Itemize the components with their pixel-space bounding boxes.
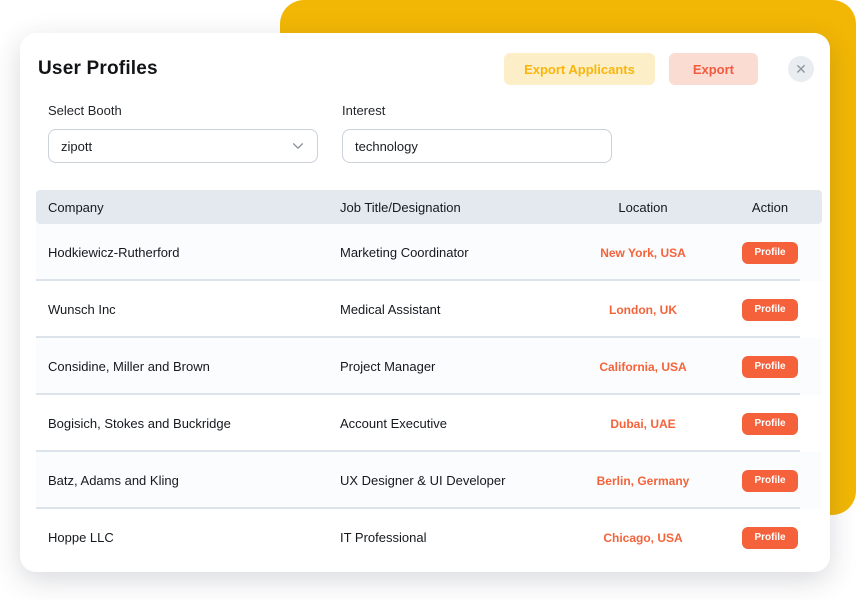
job-title-cell: UX Designer & UI Developer <box>340 473 506 488</box>
profile-button[interactable]: Profile <box>742 526 798 549</box>
location-cell: Chicago, USA <box>603 530 683 545</box>
table-row: Bogisich, Stokes and Buckridge Account E… <box>36 395 822 452</box>
company-cell: Batz, Adams and Kling <box>48 473 179 488</box>
profile-button[interactable]: Profile <box>742 412 798 435</box>
table-row: Wunsch Inc Medical Assistant London, UK … <box>36 281 822 338</box>
company-cell: Bogisich, Stokes and Buckridge <box>48 416 231 431</box>
export-applicants-button[interactable]: Export Applicants <box>504 53 655 85</box>
page-title: User Profiles <box>38 58 158 79</box>
interest-filter-group: Interest <box>342 103 612 163</box>
chevron-down-icon <box>292 143 304 149</box>
job-title-cell: Marketing Coordinator <box>340 245 469 260</box>
booth-filter-group: Select Booth zipott <box>48 103 318 163</box>
modal-header: User Profiles Export Applicants Export ✕ <box>20 33 830 85</box>
close-icon: ✕ <box>795 61 807 77</box>
job-title-cell: IT Professional <box>340 530 427 545</box>
profile-button[interactable]: Profile <box>742 241 798 264</box>
job-title-cell: Project Manager <box>340 359 436 374</box>
profile-button[interactable]: Profile <box>742 298 798 321</box>
location-cell: Berlin, Germany <box>596 473 690 488</box>
close-button[interactable]: ✕ <box>788 56 814 82</box>
table-row: Considine, Miller and Brown Project Mana… <box>36 338 822 395</box>
booth-select[interactable]: zipott <box>48 129 318 163</box>
column-header-location: Location <box>618 199 668 215</box>
company-cell: Hoppe LLC <box>48 530 114 545</box>
location-cell: London, UK <box>609 302 677 317</box>
profiles-table: Company Job Title/Designation Location A… <box>36 190 822 566</box>
location-cell: New York, USA <box>600 245 686 260</box>
table-row: Batz, Adams and Kling UX Designer & UI D… <box>36 452 822 509</box>
job-title-cell: Account Executive <box>340 416 447 431</box>
booth-select-value: zipott <box>61 138 93 154</box>
location-cell: Dubai, UAE <box>610 416 676 431</box>
company-cell: Considine, Miller and Brown <box>48 359 210 374</box>
company-cell: Hodkiewicz-Rutherford <box>48 245 180 260</box>
booth-filter-label: Select Booth <box>48 103 122 118</box>
profile-button[interactable]: Profile <box>742 469 798 492</box>
filters-row: Select Booth zipott Interest <box>20 85 830 163</box>
table-row: Hodkiewicz-Rutherford Marketing Coordina… <box>36 224 822 281</box>
column-header-job-title: Job Title/Designation <box>340 199 461 215</box>
table-row: Hoppe LLC IT Professional Chicago, USA P… <box>36 509 822 566</box>
table-header: Company Job Title/Designation Location A… <box>36 190 822 224</box>
interest-input[interactable] <box>342 129 612 163</box>
location-cell: California, USA <box>599 359 687 374</box>
column-header-company: Company <box>48 199 104 215</box>
export-button[interactable]: Export <box>668 53 758 85</box>
user-profiles-modal: User Profiles Export Applicants Export ✕… <box>20 33 830 572</box>
job-title-cell: Medical Assistant <box>340 302 441 317</box>
profile-button[interactable]: Profile <box>742 355 798 378</box>
column-header-action: Action <box>751 199 789 215</box>
company-cell: Wunsch Inc <box>48 302 116 317</box>
interest-filter-label: Interest <box>342 103 386 118</box>
